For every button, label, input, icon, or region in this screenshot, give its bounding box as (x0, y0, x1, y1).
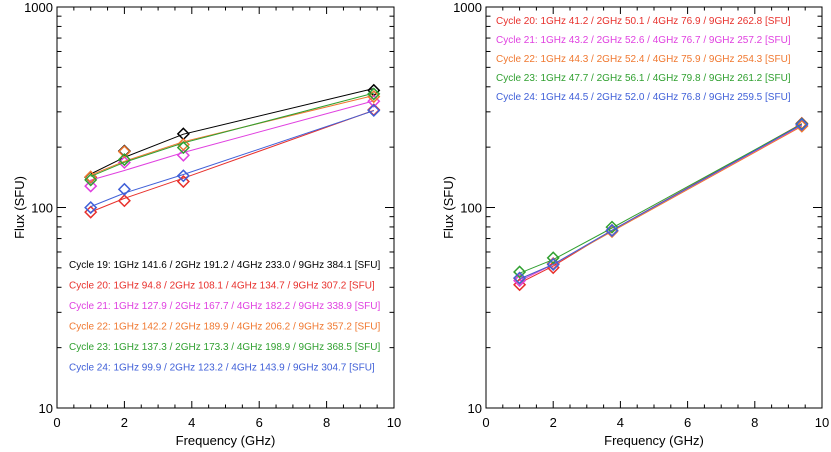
series-cycle-19 (84, 83, 381, 184)
data-point (367, 103, 381, 118)
series-cycle-23 (84, 87, 381, 187)
y-tick-label: 1000 (453, 0, 482, 15)
fit-line (519, 124, 803, 280)
legend-entry: Cycle 24: 1GHz 99.9 / 2GHz 123.2 / 4GHz … (69, 363, 375, 374)
data-point (513, 271, 527, 285)
series-cycle-24 (84, 103, 381, 215)
legend-entry: Cycle 23: 1GHz 47.7 / 2GHz 56.1 / 4GHz 7… (496, 73, 791, 84)
fit-line (90, 92, 374, 177)
x-tick-label: 8 (323, 415, 330, 430)
series-cycle-23 (513, 117, 809, 279)
data-point (546, 257, 560, 272)
x-tick-label: 6 (256, 415, 263, 430)
data-point (117, 145, 131, 159)
data-point (117, 194, 131, 208)
data-point (367, 87, 381, 101)
y-tick-label: 100 (460, 201, 482, 216)
fit-line (90, 100, 374, 181)
legend-entry: Cycle 20: 1GHz 41.2 / 2GHz 50.1 / 4GHz 7… (496, 16, 791, 27)
data-point (546, 251, 560, 265)
fit-line (90, 109, 374, 213)
series-cycle-24 (513, 117, 809, 285)
data-point (176, 137, 190, 152)
y-tick-label: 1000 (24, 0, 53, 15)
legend-entry: Cycle 22: 1GHz 142.2 / 2GHz 189.9 / 4GHz… (69, 322, 380, 333)
data-point (176, 175, 190, 189)
x-axis-label: Frequency (GHz) (176, 433, 276, 448)
data-point (84, 173, 98, 187)
data-point (176, 141, 190, 155)
data-point (117, 153, 131, 167)
y-tick-label: 10 (468, 401, 482, 416)
fit-line (90, 88, 374, 175)
data-point (795, 119, 809, 133)
data-point (176, 169, 190, 183)
legend-entry: Cycle 22: 1GHz 44.3 / 2GHz 52.4 / 4GHz 7… (496, 54, 791, 65)
legend-entry: Cycle 21: 1GHz 127.9 / 2GHz 167.7 / 4GHz… (69, 301, 380, 312)
left-panel: 0 2 4 6 8 10 10 100 1000 Frequency (GHz) Flux (SFU… (12, 0, 401, 448)
x-tick-label: 0 (53, 415, 60, 430)
legend-entry: Cycle 23: 1GHz 137.3 / 2GHz 173.3 / 4GHz… (69, 342, 380, 353)
data-point (84, 201, 98, 215)
legend-entry: Cycle 20: 1GHz 94.8 / 2GHz 108.1 / 4GHz … (69, 281, 375, 292)
y-axis-label: Flux (SFU) (441, 176, 456, 239)
legend-entry: Cycle 24: 1GHz 44.5 / 2GHz 52.0 / 4GHz 7… (496, 92, 791, 103)
x-tick-label: 0 (482, 415, 489, 430)
y-tick-label: 100 (31, 201, 53, 216)
x-axis-label: Frequency (GHz) (604, 433, 704, 448)
fit-line (519, 123, 803, 274)
y-axis-label: Flux (SFU) (12, 176, 27, 239)
fit-line (90, 110, 374, 208)
data-point (176, 148, 190, 162)
data-point (117, 182, 131, 196)
x-tick-label: 10 (387, 415, 401, 430)
right-panel: 0 2 4 6 8 10 10 100 1000 Frequency (GHz) Flux (SFU… (441, 0, 829, 448)
data-point (605, 223, 619, 238)
x-tick-label: 2 (121, 415, 128, 430)
x-tick-label: 4 (617, 415, 624, 430)
x-tick-label: 6 (684, 415, 691, 430)
x-tick-label: 8 (751, 415, 758, 430)
data-point (513, 274, 527, 288)
x-tick-label: 10 (815, 415, 829, 430)
x-tick-label: 4 (188, 415, 195, 430)
legend: Cycle 20: 1GHz 41.2 / 2GHz 50.1 / 4GHz 7… (496, 16, 791, 103)
legend-entry: Cycle 19: 1GHz 141.6 / 2GHz 191.2 / 4GHz… (69, 260, 380, 271)
legend-entry: Cycle 21: 1GHz 43.2 / 2GHz 52.6 / 4GHz 7… (496, 35, 791, 46)
data-point (84, 179, 98, 193)
data-point (605, 220, 619, 234)
legend: Cycle 19: 1GHz 141.6 / 2GHz 191.2 / 4GHz… (69, 260, 380, 374)
series-cycle-21 (84, 94, 381, 193)
data-point (795, 117, 809, 132)
data-point (513, 265, 527, 279)
fit-line (90, 95, 374, 176)
x-tick-label: 2 (550, 415, 557, 430)
y-tick-label: 10 (39, 401, 53, 416)
